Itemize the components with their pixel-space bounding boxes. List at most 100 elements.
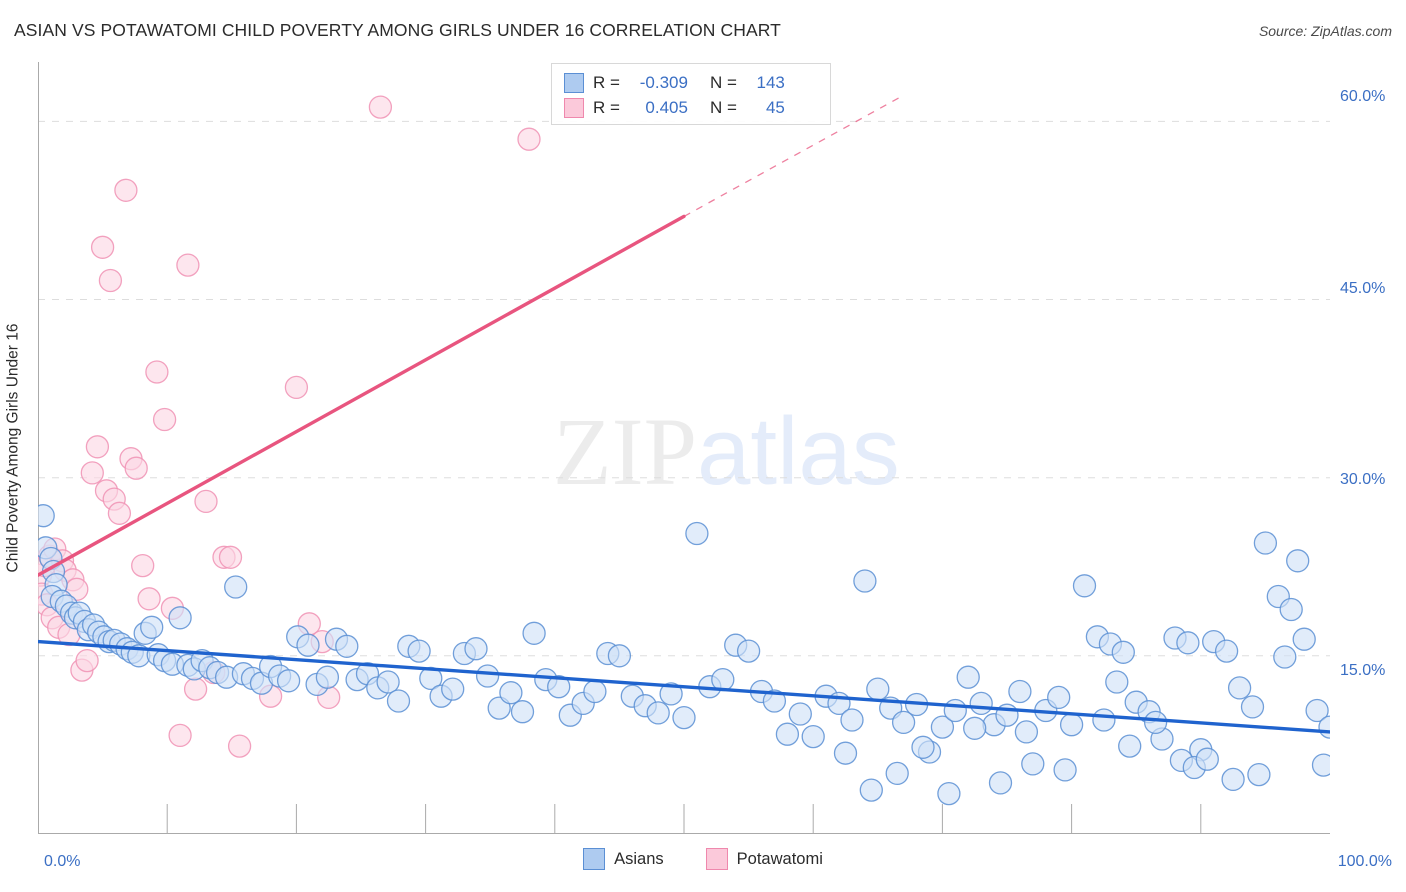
data-point[interactable] <box>891 710 916 735</box>
legend-item-asians[interactable]: Asians <box>583 848 664 870</box>
data-point[interactable] <box>1008 679 1032 704</box>
data-point[interactable] <box>930 715 955 739</box>
data-point[interactable] <box>1227 676 1252 700</box>
data-point[interactable] <box>276 669 301 693</box>
data-point[interactable] <box>517 127 541 151</box>
data-point[interactable] <box>98 268 123 293</box>
data-point[interactable] <box>1286 549 1310 573</box>
y-tick-label-60: 60.0% <box>1340 88 1386 105</box>
data-point[interactable] <box>736 639 761 663</box>
data-point[interactable] <box>1105 670 1129 694</box>
data-point[interactable] <box>510 700 535 724</box>
data-point[interactable] <box>1014 720 1039 744</box>
data-point[interactable] <box>140 615 164 639</box>
data-point[interactable] <box>376 670 400 694</box>
data-point[interactable] <box>75 648 99 673</box>
data-point[interactable] <box>386 689 411 713</box>
data-point[interactable] <box>168 723 192 748</box>
asians-r-value: -0.309 <box>639 72 688 92</box>
data-point[interactable] <box>969 691 993 716</box>
data-point[interactable] <box>762 689 787 713</box>
data-point[interactable] <box>176 253 200 277</box>
data-point[interactable] <box>1311 753 1331 777</box>
stats-row-asians: R = -0.309 N = 143 <box>564 70 820 95</box>
data-point[interactable] <box>866 677 890 701</box>
data-point[interactable] <box>853 569 877 593</box>
data-point[interactable] <box>218 545 243 569</box>
data-point[interactable] <box>1072 574 1097 598</box>
data-point[interactable] <box>124 456 148 480</box>
data-point[interactable] <box>840 708 864 732</box>
data-point[interactable] <box>885 761 909 786</box>
data-point[interactable] <box>227 734 252 758</box>
data-point[interactable] <box>1111 640 1135 664</box>
data-point[interactable] <box>464 637 488 661</box>
data-point[interactable] <box>194 489 218 514</box>
data-point[interactable] <box>137 587 161 611</box>
data-point[interactable] <box>85 435 110 459</box>
data-point[interactable] <box>1253 531 1278 555</box>
data-point[interactable] <box>315 665 340 689</box>
data-point[interactable] <box>1053 758 1077 782</box>
data-point[interactable] <box>1247 762 1271 787</box>
data-point[interactable] <box>224 575 248 599</box>
data-point[interactable] <box>937 781 961 806</box>
data-point[interactable] <box>168 606 192 630</box>
data-point[interactable] <box>1059 713 1084 737</box>
data-point[interactable] <box>833 741 858 765</box>
data-point[interactable] <box>659 682 683 706</box>
data-point[interactable] <box>475 664 500 688</box>
data-point[interactable] <box>547 675 571 699</box>
data-point[interactable] <box>583 679 607 704</box>
data-point[interactable] <box>646 701 670 725</box>
data-point[interactable] <box>956 665 980 689</box>
data-point[interactable] <box>80 461 104 485</box>
data-point[interactable] <box>859 778 883 802</box>
data-point[interactable] <box>1092 708 1116 732</box>
data-point[interactable] <box>1292 627 1316 651</box>
data-point[interactable] <box>522 621 546 645</box>
data-point[interactable] <box>1176 631 1200 655</box>
data-point[interactable] <box>1273 645 1297 669</box>
data-point[interactable] <box>1195 747 1219 771</box>
data-point[interactable] <box>368 95 393 119</box>
data-point[interactable] <box>38 504 55 528</box>
data-point[interactable] <box>152 407 177 432</box>
data-point[interactable] <box>441 677 465 701</box>
data-point[interactable] <box>107 501 132 525</box>
data-point[interactable] <box>788 702 812 726</box>
data-point[interactable] <box>1240 695 1265 719</box>
data-point[interactable] <box>407 639 431 663</box>
plot-area <box>38 62 1330 834</box>
data-point[interactable] <box>672 705 696 730</box>
data-point[interactable] <box>145 360 169 384</box>
data-point[interactable] <box>1118 734 1142 758</box>
data-point[interactable] <box>685 521 709 546</box>
data-point[interactable] <box>499 681 523 705</box>
data-point[interactable] <box>801 724 825 749</box>
data-point[interactable] <box>131 553 155 578</box>
data-point[interactable] <box>284 375 309 400</box>
source-attribution: Source: ZipAtlas.com <box>1258 23 1392 39</box>
data-point[interactable] <box>911 735 935 759</box>
data-point[interactable] <box>90 235 115 259</box>
data-point[interactable] <box>1047 685 1071 710</box>
data-point[interactable] <box>988 771 1013 795</box>
data-point[interactable] <box>1214 639 1239 663</box>
data-point[interactable] <box>114 178 138 202</box>
swatch-asians-icon <box>564 72 584 93</box>
data-point[interactable] <box>335 634 359 658</box>
data-point[interactable] <box>607 644 632 668</box>
data-point[interactable] <box>1221 767 1245 792</box>
data-point[interactable] <box>183 677 208 701</box>
data-point[interactable] <box>1143 710 1168 735</box>
data-point[interactable] <box>775 722 800 746</box>
data-point[interactable] <box>1021 752 1045 776</box>
data-point[interactable] <box>1279 597 1303 622</box>
legend-item-potawatomi[interactable]: Potawatomi <box>705 848 823 870</box>
data-point[interactable] <box>487 696 511 720</box>
data-point[interactable] <box>963 716 987 740</box>
data-point[interactable] <box>296 633 320 657</box>
data-point[interactable] <box>943 698 967 723</box>
data-point[interactable] <box>1305 698 1329 723</box>
